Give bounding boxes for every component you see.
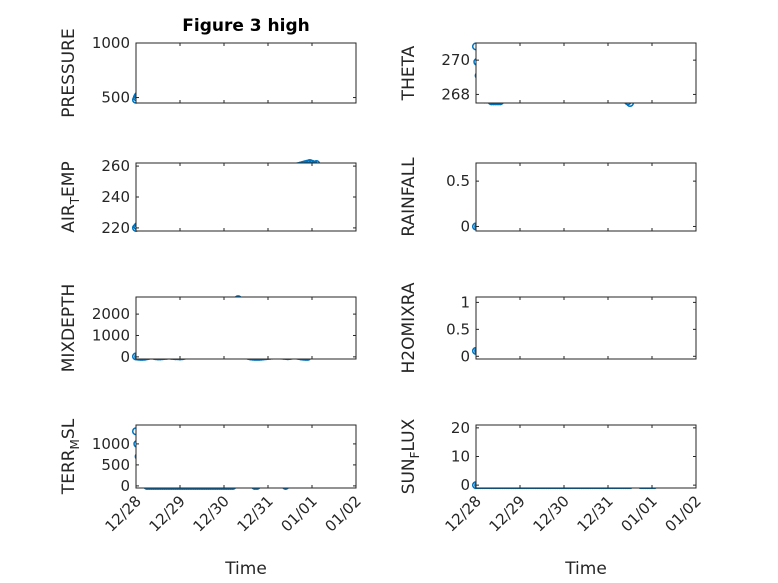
y-axis-label: MIXDEPTH	[59, 284, 79, 373]
subplot-sun_flux: 0 10 20 12/28 12/29 12/30 12/31 01/01 01/02 SUNFL…	[399, 418, 705, 579]
x-tick-label: 01/01	[278, 492, 321, 535]
subplot-rainfall: 0 0.5 RAINFALL	[399, 157, 697, 237]
y-tick-label: 10	[451, 448, 470, 466]
y-tick-label: 500	[101, 89, 130, 107]
y-tick-label: 0.5	[446, 320, 470, 338]
y-tick-label: 0	[120, 477, 130, 495]
y-tick-label: 0.5	[446, 172, 470, 190]
y-tick-label: 0	[460, 347, 470, 365]
x-tick-label: 12/28	[442, 492, 485, 535]
subplot-h2omixra: 0 0.5 1 H2OMIXRA	[399, 282, 697, 374]
y-tick-label: 220	[101, 219, 130, 237]
x-tick-label: 12/31	[574, 492, 617, 535]
x-axis-label: Time	[224, 559, 267, 579]
x-tick-label: 12/30	[530, 492, 573, 535]
y-tick-label: 500	[101, 456, 130, 474]
axes-frame	[475, 162, 697, 232]
y-axis-label: SUNFLUX	[399, 418, 422, 494]
axes-frame	[135, 42, 357, 104]
y-axis-label: TERRMSL	[59, 418, 82, 495]
subplot-mixdepth: 0 1000 2000 MIXDEPTH	[59, 284, 357, 373]
x-tick-label: 01/01	[618, 492, 661, 535]
axes-frame	[475, 296, 697, 360]
x-tick-label: 12/30	[190, 492, 233, 535]
chart-title: Figure 3 high	[182, 16, 310, 36]
y-tick-label: 268	[441, 85, 470, 103]
y-axis-label: AIRTEMP	[59, 161, 82, 232]
x-tick-label: 01/02	[662, 492, 705, 535]
y-tick-label: 1	[460, 293, 470, 311]
x-tick-label: 12/29	[146, 492, 189, 535]
y-tick-label: 240	[101, 188, 130, 206]
y-axis-label: PRESSURE	[59, 28, 79, 117]
x-tick-label: 01/02	[322, 492, 365, 535]
y-tick-label: 20	[451, 419, 470, 437]
y-tick-label: 2000	[92, 305, 130, 323]
y-tick-label: 0	[460, 476, 470, 494]
y-axis-label: RAINFALL	[399, 157, 419, 237]
y-axis-label: THETA	[399, 45, 419, 101]
axes-frame	[135, 424, 357, 489]
y-tick-label: 1000	[92, 34, 130, 52]
x-tick-label: 12/31	[234, 492, 277, 535]
axes-frame	[475, 424, 697, 489]
subplot-air_temp: 220 240 260 AIRTEMP	[59, 157, 357, 237]
y-tick-label: 270	[441, 51, 470, 69]
x-tick-label: 12/28	[102, 492, 145, 535]
axes-frame	[135, 296, 357, 360]
y-tick-label: 260	[101, 157, 130, 175]
subplot-theta: 268 270 THETA	[399, 42, 697, 108]
y-tick-label: 1000	[92, 435, 130, 453]
x-tick-label: 12/29	[486, 492, 529, 535]
x-axis-label: Time	[564, 559, 607, 579]
subplot-terr_msl: 0 500 1000 12/28 12/29 12/30 12/31 01/01 01/02 TE…	[59, 418, 365, 579]
axes-frame	[135, 162, 357, 232]
y-tick-label: 0	[120, 348, 130, 366]
axes-frame	[475, 42, 697, 104]
y-axis-label: H2OMIXRA	[399, 282, 419, 373]
subplot-pressure: 500 1000 PRESSURE Figure 3 high	[59, 16, 357, 118]
y-tick-label: 0	[460, 217, 470, 235]
y-tick-label: 1000	[92, 326, 130, 344]
